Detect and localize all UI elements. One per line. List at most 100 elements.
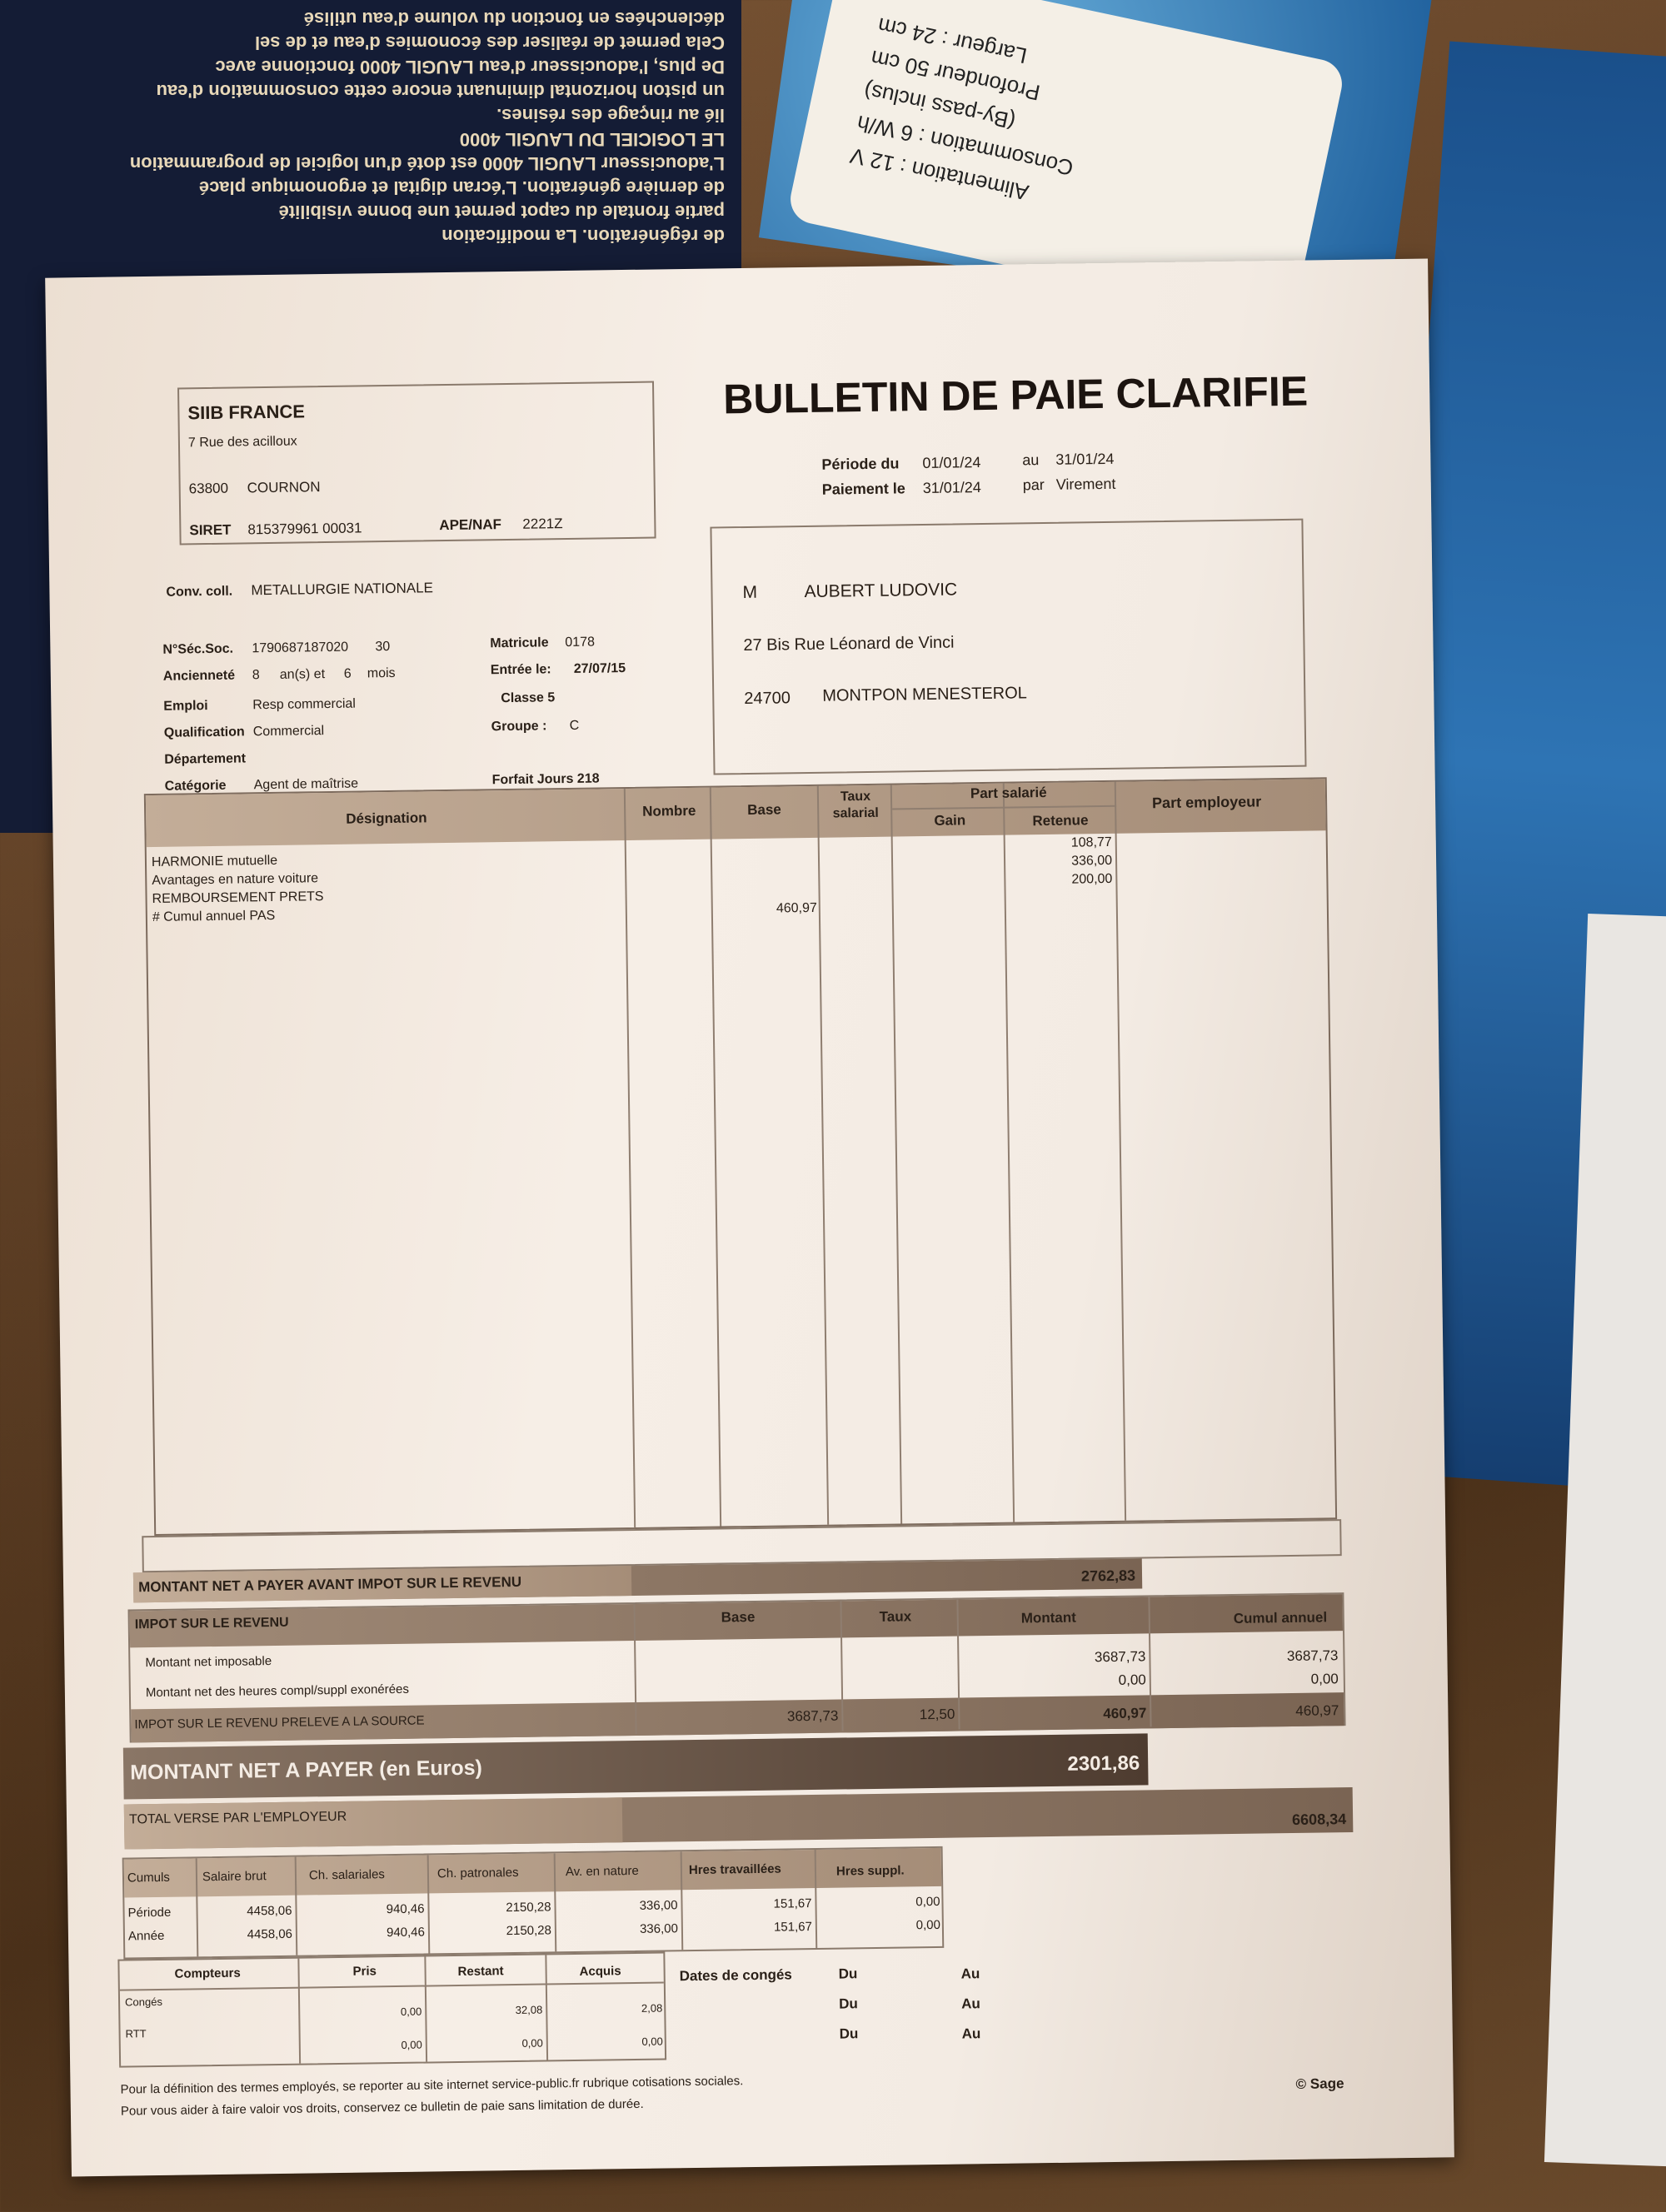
- qualification-label: Qualification: [163, 725, 245, 740]
- payment-date: 31/01/24: [922, 479, 982, 497]
- employee-name: AUBERT LUDOVIC: [804, 580, 958, 602]
- dates-conges-label: Dates de congés: [679, 1966, 792, 1985]
- siret-label: SIRET: [189, 521, 232, 539]
- header-taux: Taux salarial: [832, 789, 879, 821]
- classe-value: Classe 5: [501, 690, 556, 706]
- period-to: 31/01/24: [1055, 450, 1115, 468]
- matricule-value: 0178: [565, 635, 596, 650]
- anciennete-months-unit: mois: [367, 665, 396, 681]
- conges-au-label: Au: [960, 1965, 980, 1982]
- table-row-retenue: 200,00: [1071, 871, 1113, 887]
- conges-du-label: Du: [838, 1965, 858, 1982]
- table-row-retenue: 108,77: [1070, 834, 1112, 850]
- anciennete-years-unit: an(s) et: [279, 667, 326, 682]
- col-taux: [818, 785, 903, 1525]
- header-base: Base: [747, 801, 781, 818]
- compteurs-cell: 2,08: [641, 2001, 663, 2015]
- compteurs-cell: 32,08: [515, 2003, 543, 2017]
- impot-row-cumul: 3687,73: [1286, 1647, 1339, 1665]
- conges-au-label: Au: [961, 2025, 981, 2042]
- header-part-employeur: Part employeur: [1151, 793, 1262, 812]
- compteurs-cell: Congés: [124, 1995, 162, 2009]
- total-employeur-value: 6608,34: [1291, 1811, 1347, 1828]
- header-retenue: Retenue: [1032, 812, 1089, 830]
- impot-pas-cumul: 460,97: [1295, 1702, 1339, 1719]
- impot-header-cumul: Cumul annuel: [1233, 1609, 1328, 1627]
- company-address: 7 Rue des acilloux: [187, 434, 297, 451]
- cumuls-cell: 4458,06: [247, 1926, 293, 1942]
- ape-value: 2221Z: [522, 516, 563, 532]
- compteurs-cell: 0,00: [401, 2038, 422, 2051]
- company-name: SIIB FRANCE: [187, 401, 306, 424]
- emploi-label: Emploi: [163, 699, 208, 714]
- company-postcode: 63800: [188, 480, 229, 497]
- secsoc-key: 30: [375, 639, 391, 655]
- employee-address: 27 Bis Rue Léonard de Vinci: [743, 633, 955, 655]
- payment-method-label: par: [1022, 476, 1045, 494]
- compteurs-cell: 0,00: [641, 2035, 663, 2048]
- impot-row-montant: 3687,73: [1094, 1648, 1146, 1666]
- conv-label: Conv. coll.: [166, 584, 233, 600]
- impot-pas-montant: 460,97: [1103, 1705, 1147, 1722]
- matricule-label: Matricule: [490, 635, 549, 651]
- brochure-line: de régénération. La modification: [441, 226, 725, 247]
- impot-table: IMPOT SUR LE REVENU Base Taux Montant Cu…: [127, 1592, 1346, 1743]
- cumuls-cell: 0,00: [915, 1917, 941, 1933]
- cumuls-cell: 940,46: [386, 1925, 426, 1940]
- compteurs-header-cell: Restant: [457, 1964, 504, 1979]
- col-retenue: [1004, 781, 1127, 1522]
- anciennete-label: Ancienneté: [162, 668, 236, 684]
- groupe-value: C: [569, 718, 580, 733]
- payslip-lines-table: Désignation Nombre Base Taux salarial Pa…: [143, 777, 1338, 1537]
- col-base: [711, 785, 830, 1527]
- secsoc-label: N°Séc.Soc.: [162, 641, 234, 657]
- cumuls-header-cell: Av. en nature: [565, 1863, 639, 1880]
- cumuls-header-cell: Hres suppl.: [835, 1863, 905, 1879]
- impot-label: IMPOT SUR LE REVENU: [134, 1615, 289, 1632]
- emploi-value: Resp commercial: [252, 696, 357, 713]
- cumuls-cell: 336,00: [639, 1898, 678, 1913]
- cumuls-cell: 2150,28: [506, 1923, 552, 1939]
- table-row-designation: # Cumul annuel PAS: [152, 908, 276, 924]
- period-from-label: Période du: [821, 455, 900, 473]
- brochure-line: déclenchées en fonction du volume d'eau …: [303, 8, 725, 29]
- footer-line-2: Pour vous aider à faire valoir vos droit…: [120, 2096, 644, 2119]
- net-a-payer-row: MONTANT NET A PAYER (en Euros) 2301,86: [122, 1733, 1149, 1800]
- brochure-line: de dernière génération. L'écran digital …: [198, 177, 725, 198]
- employee-civility: M: [742, 582, 758, 603]
- employee-box: M AUBERT LUDOVIC 27 Bis Rue Léonard de V…: [710, 518, 1307, 775]
- groupe-label: Groupe :: [491, 719, 547, 735]
- impot-pas-base: 3687,73: [786, 1707, 839, 1725]
- impot-pas-taux: 12,50: [919, 1706, 955, 1723]
- total-employeur-label: TOTAL VERSE PAR L'EMPLOYEUR: [128, 1809, 347, 1827]
- company-city: COURNON: [247, 479, 321, 496]
- company-box: SIIB FRANCE 7 Rue des acilloux 63800 COU…: [177, 381, 656, 546]
- forfait-value: Forfait Jours 218: [491, 771, 600, 788]
- cumuls-cell: 4458,06: [247, 1903, 292, 1919]
- table-row-designation: Avantages en nature voiture: [152, 871, 319, 888]
- period-to-label: au: [1022, 451, 1040, 469]
- net-a-payer-label: MONTANT NET A PAYER (en Euros): [130, 1756, 483, 1785]
- table-row-designation: HARMONIE mutuelle: [151, 853, 278, 869]
- brochure-line: Cela permet de réaliser des économies d'…: [254, 32, 725, 53]
- header-nombre: Nombre: [642, 802, 696, 820]
- net-a-payer-value: 2301,86: [1067, 1751, 1140, 1776]
- compteurs-header-cell: Compteurs: [174, 1965, 241, 1981]
- table-row-designation: REMBOURSEMENT PRETS: [152, 889, 324, 906]
- compteurs-cell: RTT: [125, 2027, 147, 2040]
- cumuls-cell: 0,00: [915, 1894, 940, 1910]
- brochure-line: LE LOGICIEL DU LAUGIL 4000: [459, 129, 725, 150]
- col-nombre: [625, 787, 722, 1527]
- compteurs-table: Compteurs Pris Restant Acquis Congés 0,0…: [117, 1951, 667, 2068]
- payslip: SIIB FRANCE 7 Rue des acilloux 63800 COU…: [45, 258, 1454, 2177]
- cumuls-header-cell: Ch. patronales: [436, 1865, 519, 1881]
- net-avant-impot-value: 2762,83: [1080, 1567, 1136, 1585]
- header-gain: Gain: [934, 812, 966, 829]
- impot-row-montant: 0,00: [1118, 1671, 1146, 1688]
- sage-brand: © Sage: [1295, 2075, 1344, 2092]
- employee-city: MONTPON MENESTEROL: [822, 684, 1027, 705]
- compteurs-cell: 0,00: [521, 2036, 543, 2050]
- footer-line-1: Pour la définition des termes employés, …: [120, 2074, 744, 2097]
- conges-au-label: Au: [961, 1995, 981, 2012]
- brochure-line: partie frontale du capot permet une bonn…: [278, 202, 725, 222]
